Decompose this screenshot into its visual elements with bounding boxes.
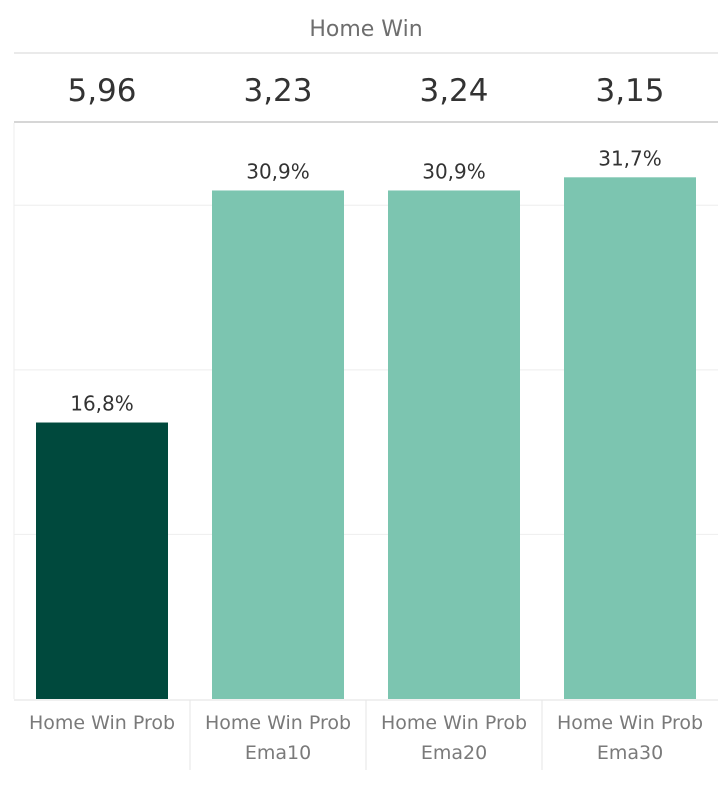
bar bbox=[36, 422, 168, 699]
category-label: Home Win Prob bbox=[205, 712, 351, 734]
bar bbox=[564, 177, 696, 699]
category-label: Ema10 bbox=[245, 742, 311, 764]
category-labels: Home Win Prob Home Win Prob Ema10 Home Win … bbox=[29, 700, 703, 770]
odds-value: 3,15 bbox=[595, 73, 664, 109]
bar-value-label: 30,9% bbox=[422, 159, 486, 183]
bar bbox=[212, 190, 344, 699]
odds-value: 3,24 bbox=[419, 73, 488, 109]
category-label: Home Win Prob bbox=[557, 712, 703, 734]
bar-value-label: 16,8% bbox=[70, 392, 134, 416]
odds-row: 5,96 3,23 3,24 3,15 bbox=[67, 73, 664, 109]
category-label: Ema20 bbox=[421, 742, 487, 764]
category-label: Ema30 bbox=[597, 742, 663, 764]
odds-value: 5,96 bbox=[67, 73, 136, 109]
chart-title: Home Win bbox=[309, 17, 422, 42]
bar bbox=[388, 190, 520, 699]
bar-value-label: 30,9% bbox=[246, 159, 310, 183]
category-label: Home Win Prob bbox=[29, 712, 175, 734]
bars: 16,8% 30,9% 30,9% 31,7% bbox=[36, 146, 696, 699]
bar-value-label: 31,7% bbox=[598, 146, 662, 170]
category-label: Home Win Prob bbox=[381, 712, 527, 734]
odds-value: 3,23 bbox=[243, 73, 312, 109]
